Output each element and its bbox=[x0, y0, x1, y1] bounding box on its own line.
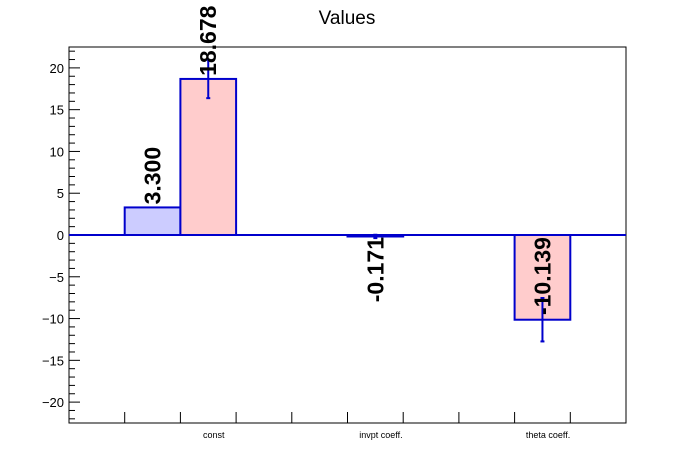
chart-title: Values bbox=[319, 8, 376, 29]
bar-value-label: -0.171 bbox=[362, 237, 388, 302]
y-tick-label: 20 bbox=[50, 61, 64, 76]
y-tick-label: −10 bbox=[42, 312, 64, 327]
y-tick-label: 5 bbox=[57, 186, 64, 201]
bar bbox=[179, 77, 238, 236]
y-tick-label: −15 bbox=[42, 353, 64, 368]
bar-value-label: 3.300 bbox=[140, 147, 166, 205]
data-labels: 3.300 18.678 -0.171 -10.139 bbox=[140, 5, 556, 315]
bar-value-label: 18.678 bbox=[195, 5, 221, 76]
x-category-label: invpt coeff. bbox=[359, 430, 402, 440]
axes: −20 −15 −10 −5 0 5 10 15 20 const invpt coeff. thet… bbox=[42, 50, 571, 440]
y-tick-label: 0 bbox=[57, 228, 64, 243]
x-category-label: const bbox=[203, 430, 225, 440]
y-tick-label: −20 bbox=[42, 395, 64, 410]
bar bbox=[123, 206, 182, 236]
y-tick-label: −5 bbox=[49, 270, 64, 285]
y-tick-label: 15 bbox=[50, 103, 64, 118]
bar-value-label: -10.139 bbox=[529, 237, 555, 315]
x-category-label: theta coeff. bbox=[526, 430, 570, 440]
y-tick-label: 10 bbox=[50, 144, 64, 159]
bars bbox=[69, 58, 626, 343]
